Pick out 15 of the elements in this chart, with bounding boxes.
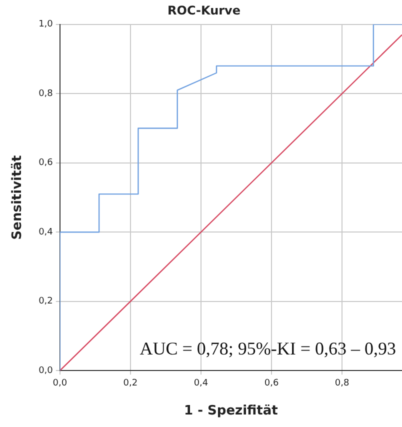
y-tick-label: 0,4 bbox=[38, 227, 54, 238]
y-tick-label: 0,6 bbox=[38, 158, 54, 168]
y-axis-title: Sensitivität bbox=[10, 155, 26, 240]
x-tick-label: 0,2 bbox=[123, 378, 138, 388]
x-tick-label: 0,6 bbox=[264, 378, 279, 388]
x-tick-label: 0,4 bbox=[194, 378, 208, 388]
x-tick-label: 0,8 bbox=[334, 378, 350, 388]
y-tick-label: 0,8 bbox=[38, 88, 54, 99]
x-tick-label: 0,0 bbox=[52, 378, 68, 388]
x-axis-title: 1 - Spezifität bbox=[184, 404, 278, 419]
annotation: AUC = 0,78; 95%-KI = 0,63 – 0,93 bbox=[140, 338, 396, 359]
y-tick-label: 0,0 bbox=[38, 366, 54, 376]
chart-title: ROC-Kurve bbox=[167, 3, 241, 18]
y-tick-label: 0,2 bbox=[38, 296, 53, 307]
y-tick-label: 1,0 bbox=[38, 20, 54, 30]
